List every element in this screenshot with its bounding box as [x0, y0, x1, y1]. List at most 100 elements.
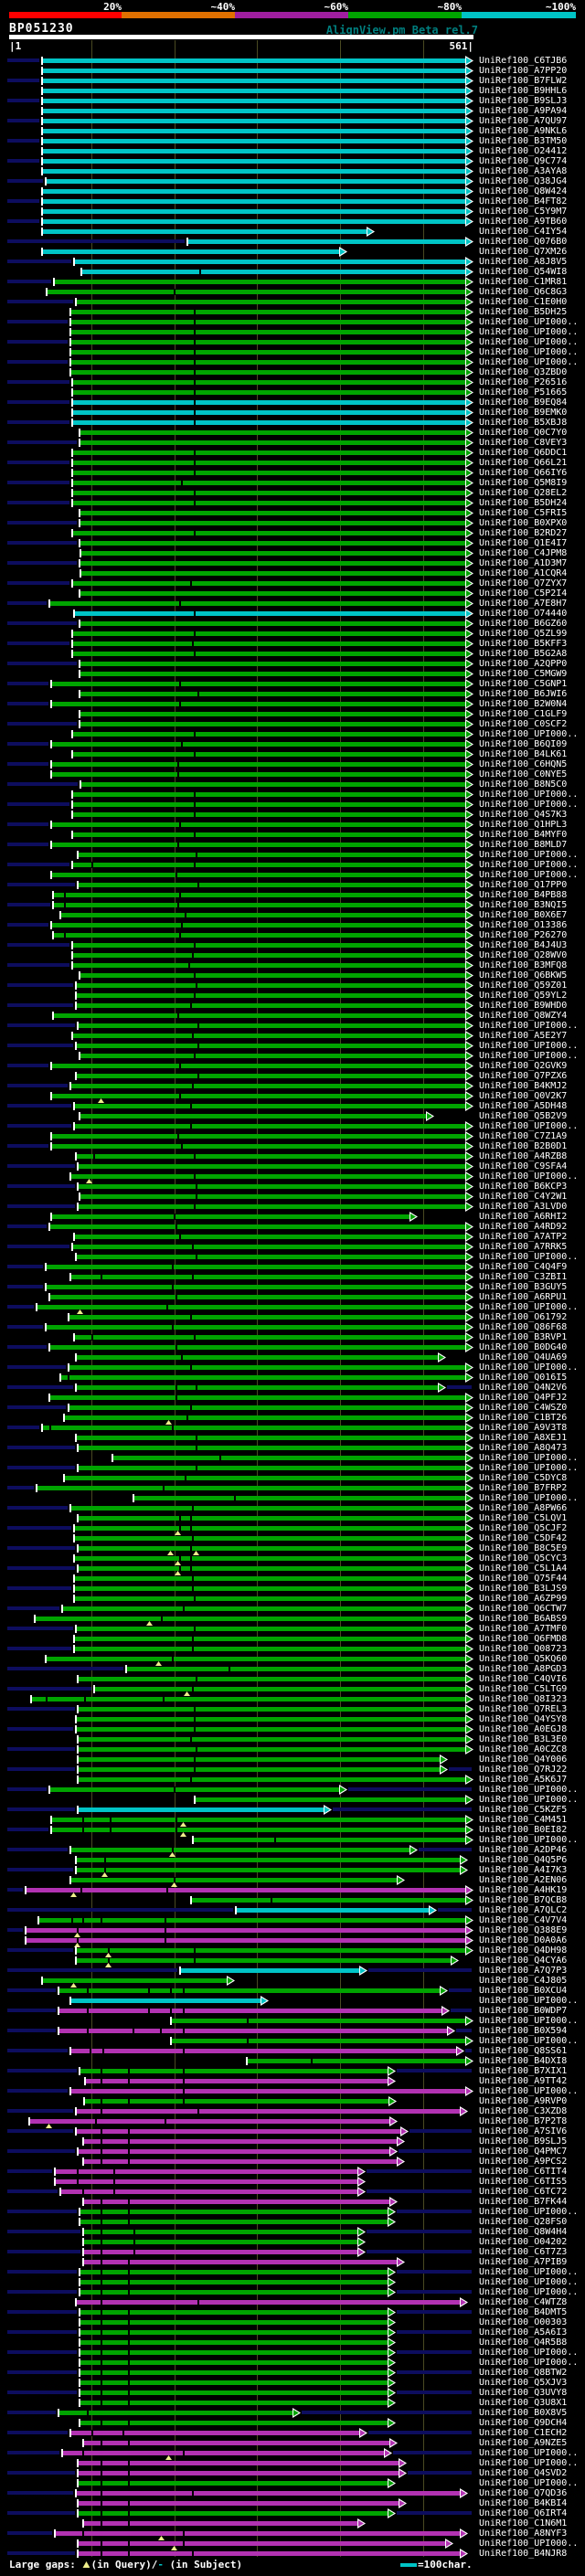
hit-bar[interactable]: [47, 1265, 466, 1269]
hit-bar[interactable]: [54, 903, 466, 907]
hit-bar[interactable]: [75, 1647, 466, 1651]
hit-bar[interactable]: [77, 1044, 466, 1048]
hit-bar[interactable]: [248, 2059, 466, 2063]
hit-bar[interactable]: [80, 2330, 388, 2335]
hit-label[interactable]: UniRef100_C4IY54: [479, 227, 568, 237]
hit-bar[interactable]: [50, 1395, 466, 1400]
hit-bar[interactable]: [77, 1868, 461, 1872]
hit-bar[interactable]: [79, 2461, 399, 2465]
hit-label[interactable]: UniRef100_B0XPX0: [479, 518, 568, 528]
hit-bar[interactable]: [80, 973, 466, 978]
hit-label[interactable]: UniRef100_C5Y9M7: [479, 207, 568, 217]
hit-bar[interactable]: [61, 1375, 466, 1380]
hit-bar[interactable]: [79, 1767, 441, 1772]
hit-label[interactable]: UniRef100_C1N6M1: [479, 2518, 568, 2528]
hit-label[interactable]: UniRef100_B9EMK0: [479, 408, 568, 418]
hit-bar[interactable]: [43, 79, 466, 83]
hit-bar[interactable]: [80, 541, 466, 546]
hit-bar[interactable]: [71, 320, 466, 324]
hit-label[interactable]: UniRef100_Q4PFJ2: [479, 1393, 568, 1403]
hit-label[interactable]: UniRef100_B0XCU4: [479, 1986, 568, 1996]
hit-bar[interactable]: [80, 2210, 388, 2214]
hit-label[interactable]: UniRef100_A4RZB8: [479, 1151, 568, 1161]
hit-bar[interactable]: [37, 1305, 466, 1309]
hit-label[interactable]: UniRef100_Q7QD36: [479, 2488, 568, 2498]
hit-label[interactable]: UniRef100_UPI000..: [479, 1453, 579, 1463]
hit-label[interactable]: UniRef100_Q0C7Y0: [479, 428, 568, 438]
hit-label[interactable]: UniRef100_UPI000..: [479, 2036, 579, 2046]
hit-label[interactable]: UniRef100_C1E0H0: [479, 297, 568, 307]
hit-label[interactable]: UniRef100_A1CQR4: [479, 568, 568, 578]
hit-label[interactable]: UniRef100_B7FRP2: [479, 1483, 568, 1493]
hit-bar[interactable]: [79, 2149, 390, 2154]
hit-bar[interactable]: [43, 189, 466, 194]
hit-label[interactable]: UniRef100_C3XZD8: [479, 2106, 568, 2116]
hit-bar[interactable]: [75, 1526, 466, 1531]
hit-bar[interactable]: [77, 1627, 466, 1631]
hit-label[interactable]: UniRef100_UPI000..: [479, 1835, 579, 1845]
hit-bar[interactable]: [73, 752, 466, 757]
hit-label[interactable]: UniRef100_A0EGJ8: [479, 1724, 568, 1734]
hit-bar[interactable]: [79, 1737, 466, 1742]
hit-bar[interactable]: [172, 2039, 466, 2043]
hit-label[interactable]: UniRef100_C4Y2W1: [479, 1192, 568, 1202]
hit-label[interactable]: UniRef100_Q7XM26: [479, 247, 568, 257]
hit-label[interactable]: UniRef100_B2RD27: [479, 528, 568, 538]
hit-bar[interactable]: [80, 2069, 388, 2073]
hit-label[interactable]: UniRef100_Q38JG4: [479, 176, 568, 186]
hit-label[interactable]: UniRef100_UPI000..: [479, 1795, 579, 1805]
hit-label[interactable]: UniRef100_UPI000..: [479, 2267, 579, 2277]
hit-bar[interactable]: [77, 1717, 466, 1722]
hit-bar[interactable]: [73, 943, 466, 948]
hit-bar[interactable]: [50, 1787, 340, 1792]
hit-bar[interactable]: [52, 822, 466, 827]
hit-bar[interactable]: [79, 2541, 446, 2546]
hit-label[interactable]: UniRef100_Q6FMD8: [479, 1634, 568, 1644]
hit-label[interactable]: UniRef100_B7FLW2: [479, 76, 568, 86]
hit-label[interactable]: UniRef100_A8XEJ1: [479, 1433, 568, 1443]
hit-label[interactable]: UniRef100_UPI000..: [479, 850, 579, 860]
hit-label[interactable]: UniRef100_A6RPU1: [479, 1292, 568, 1302]
hit-label[interactable]: UniRef100_UPI000..: [479, 1493, 579, 1503]
hit-bar[interactable]: [75, 1637, 466, 1641]
hit-bar[interactable]: [113, 1456, 466, 1460]
hit-bar[interactable]: [79, 1023, 466, 1028]
hit-label[interactable]: UniRef100_UPI000..: [479, 790, 579, 800]
hit-bar[interactable]: [47, 179, 466, 184]
hit-bar[interactable]: [80, 2220, 388, 2224]
hit-label[interactable]: UniRef100_C6TC72: [479, 2187, 568, 2197]
hit-bar[interactable]: [73, 390, 466, 395]
hit-label[interactable]: UniRef100_B0EI82: [479, 1825, 568, 1835]
hit-bar[interactable]: [79, 1204, 466, 1209]
hit-label[interactable]: UniRef100_UPI000..: [479, 2448, 579, 2458]
hit-label[interactable]: UniRef100_UPI000..: [479, 317, 579, 327]
hit-bar[interactable]: [43, 159, 466, 164]
hit-bar[interactable]: [80, 2370, 388, 2375]
hit-label[interactable]: UniRef100_Q7REL3: [479, 1704, 568, 1714]
hit-label[interactable]: UniRef100_UPI000..: [479, 2016, 579, 2026]
hit-label[interactable]: UniRef100_O13386: [479, 920, 568, 930]
hit-label[interactable]: UniRef100_C4QVI6: [479, 1674, 568, 1684]
hit-label[interactable]: UniRef100_Q86F68: [479, 1322, 568, 1332]
hit-bar[interactable]: [61, 913, 466, 917]
hit-label[interactable]: UniRef100_Q28WV0: [479, 950, 568, 960]
hit-label[interactable]: UniRef100_A6RHI2: [479, 1212, 568, 1222]
hit-bar[interactable]: [73, 953, 466, 958]
hit-label[interactable]: UniRef100_UPI000..: [479, 1121, 579, 1131]
hit-bar[interactable]: [43, 69, 466, 73]
hit-label[interactable]: UniRef100_B7QCB8: [479, 1895, 568, 1905]
hit-bar[interactable]: [52, 1828, 466, 1832]
hit-bar[interactable]: [84, 2139, 398, 2144]
hit-bar[interactable]: [80, 591, 466, 596]
hit-bar[interactable]: [79, 1566, 466, 1571]
hit-label[interactable]: UniRef100_B3RVP1: [479, 1332, 568, 1342]
hit-bar[interactable]: [73, 491, 466, 495]
hit-bar[interactable]: [43, 58, 466, 63]
hit-label[interactable]: UniRef100_A9TB60: [479, 217, 568, 227]
hit-bar[interactable]: [79, 2471, 399, 2475]
hit-label[interactable]: UniRef100_Q3ZBD0: [479, 367, 568, 377]
hit-label[interactable]: UniRef100_C5MGW9: [479, 669, 568, 679]
hit-bar[interactable]: [73, 641, 466, 646]
hit-label[interactable]: UniRef100_C4WTZ8: [479, 2297, 568, 2307]
hit-label[interactable]: UniRef100_Q6C8G3: [479, 287, 568, 297]
